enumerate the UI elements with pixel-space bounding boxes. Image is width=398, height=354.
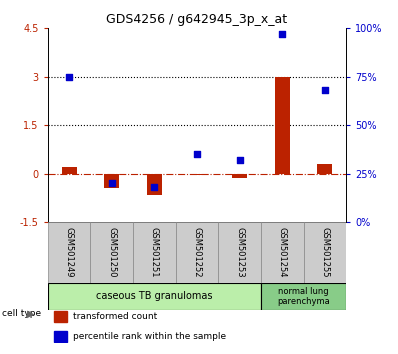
Bar — [304, 222, 346, 283]
Bar — [275, 77, 290, 174]
Text: GSM501253: GSM501253 — [235, 227, 244, 278]
Bar — [54, 331, 67, 342]
Point — [109, 181, 115, 186]
Bar — [54, 311, 67, 322]
Text: normal lung
parenchyma: normal lung parenchyma — [277, 287, 330, 306]
Text: caseous TB granulomas: caseous TB granulomas — [96, 291, 213, 301]
Text: GSM501250: GSM501250 — [107, 227, 116, 278]
Text: GSM501251: GSM501251 — [150, 227, 159, 278]
Bar — [147, 174, 162, 195]
Text: ▶: ▶ — [27, 308, 35, 318]
Bar — [261, 222, 304, 283]
Point — [66, 74, 72, 80]
Bar — [261, 283, 346, 310]
Point — [151, 184, 158, 190]
Bar — [104, 174, 119, 188]
Bar — [48, 222, 90, 283]
Point — [279, 31, 285, 37]
Text: GSM501255: GSM501255 — [320, 227, 330, 278]
Bar — [133, 222, 176, 283]
Text: GSM501249: GSM501249 — [64, 227, 74, 278]
Point — [322, 87, 328, 93]
Title: GDS4256 / g642945_3p_x_at: GDS4256 / g642945_3p_x_at — [106, 13, 288, 26]
Text: percentile rank within the sample: percentile rank within the sample — [73, 332, 226, 341]
Point — [236, 157, 243, 163]
Text: GSM501252: GSM501252 — [193, 227, 201, 278]
Bar — [176, 222, 219, 283]
Bar — [318, 164, 332, 174]
Text: GSM501254: GSM501254 — [278, 227, 287, 278]
Text: transformed count: transformed count — [73, 312, 157, 321]
Bar — [62, 167, 76, 174]
Bar — [189, 174, 205, 175]
Text: cell type: cell type — [2, 309, 41, 318]
Point — [194, 152, 200, 157]
Bar — [48, 283, 261, 310]
Bar — [219, 222, 261, 283]
Bar — [90, 222, 133, 283]
Bar — [232, 174, 247, 178]
